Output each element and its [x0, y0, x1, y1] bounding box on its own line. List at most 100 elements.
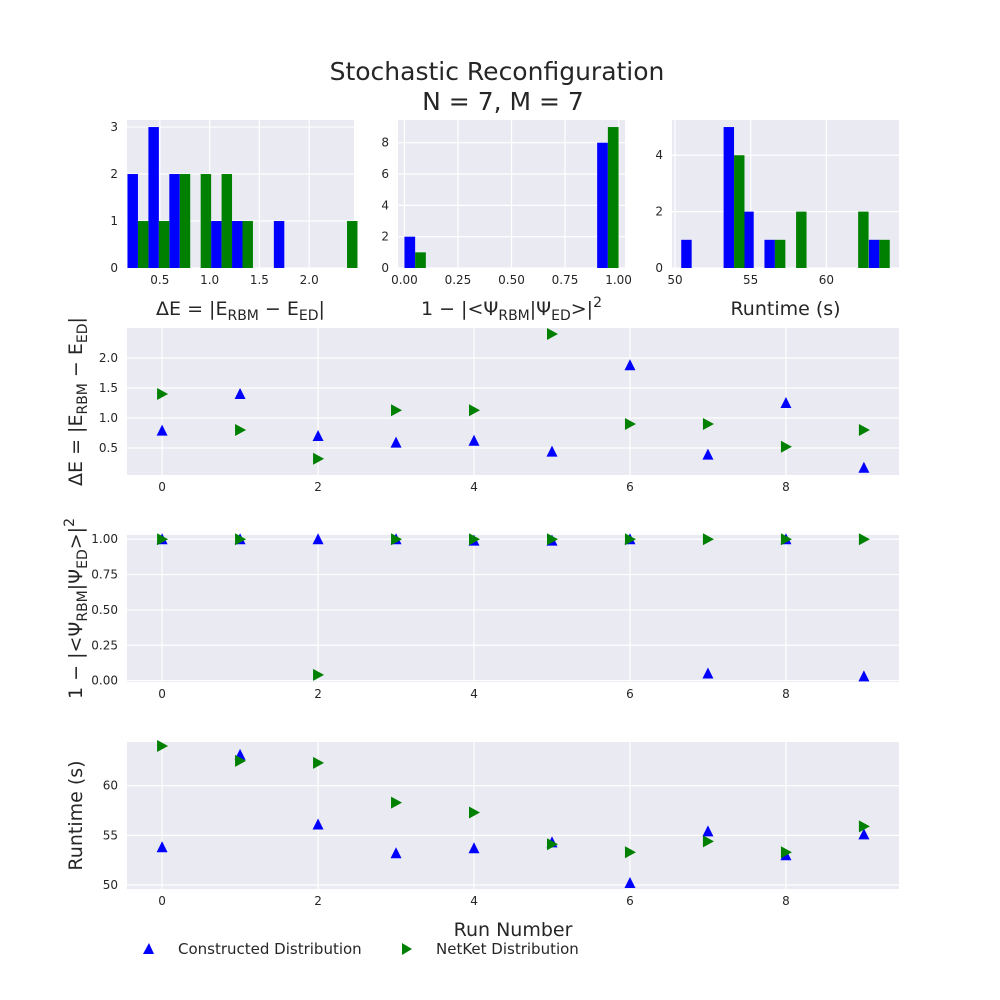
y-tick-label: 2 — [381, 230, 389, 244]
y-tick-label: 6 — [381, 167, 389, 181]
x-tick-label: 4 — [470, 687, 478, 701]
constructed-point — [156, 841, 168, 853]
constructed-bar — [232, 221, 243, 268]
constructed-point — [234, 388, 246, 399]
netket-point — [546, 328, 558, 340]
netket-point — [235, 533, 247, 546]
netket-point — [235, 754, 247, 767]
netket-point — [313, 668, 325, 681]
x-tick-label: 0.5 — [150, 273, 169, 287]
y-tick-label: 0.5 — [99, 441, 118, 455]
netket-point — [702, 418, 714, 430]
constructed-point — [702, 448, 714, 460]
constructed-point — [624, 877, 636, 889]
netket-point — [469, 404, 481, 417]
y-tick-label: 1.5 — [99, 381, 118, 395]
constructed-point — [702, 667, 714, 679]
netket-point — [624, 846, 636, 859]
plot-area — [127, 328, 899, 475]
x-tick-label: 6 — [626, 480, 634, 494]
netket-point — [546, 838, 558, 851]
constructed-bar — [868, 239, 880, 268]
energy-histogram: 0.5 1.0 1.5 2.0 0 1 2 3 ΔE = |ERBM − EED| — [110, 120, 358, 324]
x-tick-label: 50 — [667, 273, 682, 287]
x-axis-label: Runtime (s) — [730, 298, 840, 320]
constructed-point — [702, 825, 714, 837]
constructed-bar — [597, 142, 608, 268]
legend-constructed-marker — [143, 943, 154, 954]
y-tick-label: 2.0 — [99, 351, 118, 365]
netket-point — [858, 820, 870, 833]
plot-area — [127, 742, 899, 889]
y-tick-label: 2 — [655, 205, 663, 219]
netket-bar — [858, 211, 869, 268]
y-tick-label: 3 — [110, 120, 118, 134]
x-tick-label: 6 — [626, 687, 634, 701]
x-tick-label: 2 — [314, 687, 322, 701]
y-tick-label: 1 — [110, 214, 118, 228]
netket-bar — [879, 239, 890, 268]
x-tick-label: 2 — [314, 894, 322, 908]
netket-bar — [607, 127, 619, 268]
constructed-point — [312, 818, 324, 830]
legend-netket-marker — [402, 943, 412, 955]
x-tick-label: 8 — [782, 687, 790, 701]
y-axis-label: Runtime (s) — [65, 760, 87, 870]
netket-point — [780, 533, 792, 546]
netket-bar — [200, 174, 212, 268]
netket-bar — [137, 221, 149, 268]
netket-bar — [796, 211, 807, 268]
x-tick-label: 4 — [470, 480, 478, 494]
constructed-point — [390, 847, 402, 859]
overlap-histogram: 0.00 0.25 0.50 0.75 1.00 0 2 4 6 8 1 − |<ΨRBM|ΨED>… — [381, 120, 632, 324]
x-tick-label: 8 — [782, 480, 790, 494]
netket-bar — [734, 155, 745, 268]
x-axis-label: Run Number — [454, 919, 573, 941]
y-tick-label: 2 — [110, 167, 118, 181]
x-tick-label: 4 — [470, 894, 478, 908]
y-tick-label: 4 — [381, 198, 389, 212]
y-tick-label: 60 — [103, 779, 118, 793]
netket-point — [391, 404, 403, 417]
constructed-point — [156, 424, 168, 436]
x-tick-label: 2.0 — [300, 273, 319, 287]
y-tick-label: 55 — [103, 828, 118, 842]
netket-point — [702, 533, 714, 546]
netket-point — [469, 806, 481, 819]
x-tick-label: 0.75 — [552, 273, 579, 287]
netket-bar — [221, 174, 233, 268]
legend-netket-label: NetKet Distribution — [436, 940, 579, 958]
x-tick-label: 0.25 — [445, 273, 472, 287]
constructed-point — [624, 359, 636, 371]
netket-point — [858, 533, 870, 546]
constructed-bar — [211, 221, 222, 268]
x-tick-label: 1.00 — [605, 273, 632, 287]
constructed-point — [468, 434, 480, 446]
x-tick-label: 6 — [626, 894, 634, 908]
netket-point — [157, 739, 169, 752]
legend-constructed-label: Constructed Distribution — [178, 940, 362, 958]
x-axis-label: 1 − |<ΨRBM|ΨED>|2 — [421, 295, 602, 324]
x-tick-label: 0.00 — [391, 273, 418, 287]
netket-point — [624, 418, 636, 430]
x-tick-label: 1.0 — [200, 273, 219, 287]
constructed-bar — [743, 211, 754, 268]
y-axis-label: ΔE = |ERBM − EED| — [65, 317, 91, 486]
x-tick-label: 0 — [158, 894, 166, 908]
constructed-bar — [127, 174, 138, 268]
netket-bar — [347, 221, 358, 268]
constructed-point — [312, 430, 324, 441]
netket-bar — [774, 239, 786, 268]
y-tick-label: 8 — [381, 136, 389, 150]
netket-point — [858, 424, 870, 436]
netket-point — [391, 796, 403, 809]
netket-point — [780, 846, 792, 859]
netket-point — [391, 533, 403, 546]
constructed-point — [546, 445, 558, 457]
figure-title-line1: Stochastic Reconfiguration — [330, 57, 665, 86]
y-tick-label: 1.0 — [99, 411, 118, 425]
netket-point — [157, 533, 169, 546]
netket-point — [235, 424, 247, 436]
y-tick-label: 0.50 — [91, 603, 118, 617]
